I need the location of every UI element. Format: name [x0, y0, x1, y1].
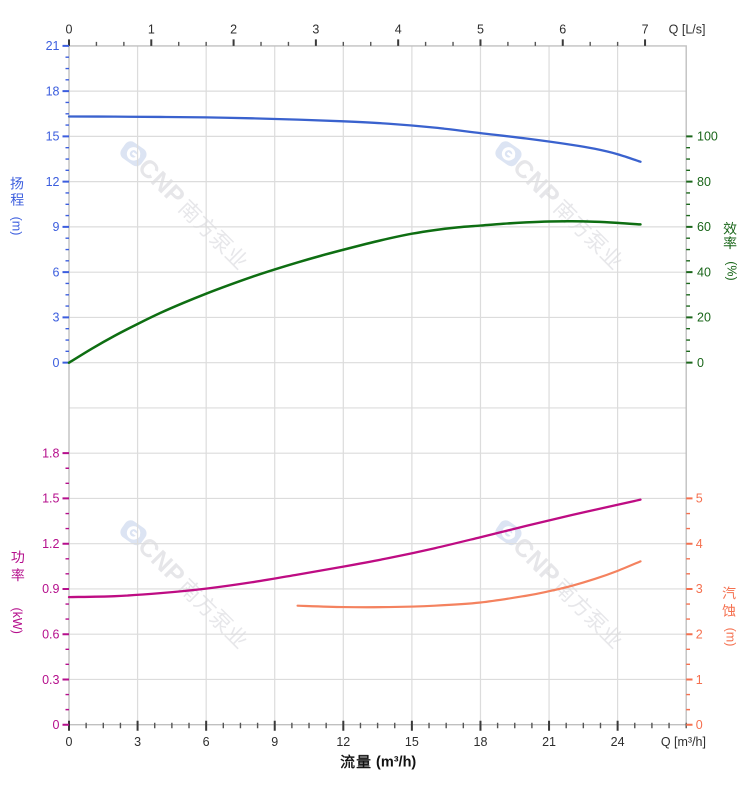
svg-text:2: 2 — [230, 23, 237, 37]
svg-text:100: 100 — [697, 130, 718, 144]
svg-text:6: 6 — [559, 23, 566, 37]
svg-text:9: 9 — [53, 220, 60, 234]
svg-text:12: 12 — [46, 175, 60, 189]
svg-text:60: 60 — [697, 220, 711, 234]
svg-text:21: 21 — [542, 735, 556, 749]
svg-text:6: 6 — [53, 265, 60, 279]
svg-text:4: 4 — [395, 23, 402, 37]
svg-text:5: 5 — [696, 492, 703, 506]
svg-text:3: 3 — [696, 582, 703, 596]
svg-text:3: 3 — [53, 311, 60, 325]
svg-text:0: 0 — [53, 718, 60, 732]
svg-text:5: 5 — [477, 23, 484, 37]
svg-text:40: 40 — [697, 265, 711, 279]
svg-text:9: 9 — [271, 735, 278, 749]
svg-text:18: 18 — [474, 735, 488, 749]
svg-text:0: 0 — [697, 356, 704, 370]
svg-text:7: 7 — [642, 23, 649, 37]
svg-text:4: 4 — [696, 537, 703, 551]
svg-text:0: 0 — [696, 718, 703, 732]
svg-text:2: 2 — [696, 627, 703, 641]
svg-text:18: 18 — [46, 84, 60, 98]
svg-text:0.6: 0.6 — [42, 627, 59, 641]
svg-text:0.9: 0.9 — [42, 582, 59, 596]
svg-text:Q [L/s]: Q [L/s] — [669, 23, 706, 37]
svg-text:12: 12 — [336, 735, 350, 749]
svg-text:3: 3 — [134, 735, 141, 749]
svg-text:1.5: 1.5 — [42, 492, 59, 506]
svg-text:6: 6 — [203, 735, 210, 749]
svg-text:0: 0 — [66, 23, 73, 37]
svg-text:1: 1 — [148, 23, 155, 37]
svg-text:0: 0 — [66, 735, 73, 749]
svg-text:24: 24 — [611, 735, 625, 749]
svg-text:0.3: 0.3 — [42, 673, 59, 687]
svg-text:20: 20 — [697, 311, 711, 325]
svg-text:(kW): (kW) — [10, 608, 24, 634]
svg-text:15: 15 — [46, 130, 60, 144]
svg-text:0: 0 — [53, 356, 60, 370]
svg-text:(m): (m) — [724, 628, 738, 647]
svg-text:3: 3 — [312, 23, 319, 37]
svg-text:(m): (m) — [10, 217, 24, 236]
svg-text:21: 21 — [46, 39, 60, 53]
svg-text:1.2: 1.2 — [42, 537, 59, 551]
svg-text:1.8: 1.8 — [42, 446, 59, 460]
svg-text:(%): (%) — [725, 261, 739, 280]
svg-text:(m³/h): (m³/h) — [376, 754, 416, 770]
svg-text:1: 1 — [696, 673, 703, 687]
svg-text:15: 15 — [405, 735, 419, 749]
svg-text:Q [m³/h]: Q [m³/h] — [661, 735, 706, 749]
svg-text:80: 80 — [697, 175, 711, 189]
